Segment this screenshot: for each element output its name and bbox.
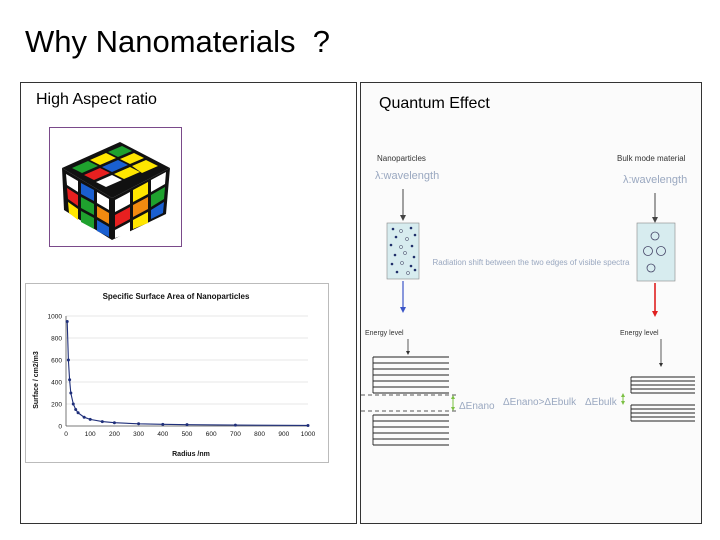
- delta-e-nano-label: ΔEnano: [459, 401, 495, 412]
- aspect-ratio-heading: High Aspect ratio: [36, 91, 157, 108]
- nanoparticle-dot: [409, 264, 413, 268]
- nano-incoming-arrowhead: [400, 215, 406, 221]
- chart-data-point: [65, 320, 69, 323]
- chart-data-point: [112, 421, 116, 425]
- quantum-effect-heading: Quantum Effect: [379, 95, 490, 112]
- nanoparticle-dot: [399, 229, 403, 233]
- slide-title: Why Nanomaterials ?: [25, 24, 330, 59]
- bulk-particle: [643, 246, 653, 256]
- chart-x-tick-label: 500: [182, 431, 193, 438]
- nanoparticle-dot: [409, 226, 413, 230]
- nano-outgoing-arrowhead: [400, 307, 406, 313]
- nanoparticle-container: [386, 222, 420, 280]
- chart-x-tick-label: 100: [85, 431, 96, 438]
- nanoparticle-dot: [389, 243, 393, 247]
- chart-data-point: [306, 423, 310, 427]
- chart-data-point: [233, 423, 237, 427]
- surface-area-chart: Specific Surface Area of Nanoparticles R…: [25, 283, 329, 463]
- delta-e-comparison-label: ΔEnano>ΔEbulk: [503, 397, 577, 408]
- bulk-particle: [646, 263, 656, 273]
- bulk-wavelength-label: λ:wavelength: [623, 174, 687, 186]
- chart-data-point: [68, 378, 72, 382]
- chart-title: Specific Surface Area of Nanoparticles: [103, 292, 250, 301]
- chart-x-tick-label: 800: [254, 431, 265, 438]
- bulk-energy-bands: [630, 376, 695, 422]
- rubiks-cube-icon: [62, 142, 170, 240]
- chart-x-tick-label: 1000: [301, 431, 316, 438]
- quantum-effect-panel: Quantum Effect Nanoparticles Bulk mode m…: [360, 82, 702, 524]
- chart-data-point: [185, 423, 189, 427]
- chart-x-tick-label: 0: [64, 431, 68, 438]
- nanoparticle-dot: [413, 233, 417, 237]
- chart-y-tick-label: 400: [51, 380, 62, 387]
- chart-y-tick-label: 600: [51, 358, 62, 365]
- nanoparticle-dot: [390, 262, 394, 266]
- chart-data-point: [88, 417, 92, 421]
- bulk-gap-arrowhead-up: [621, 393, 625, 397]
- nanoparticles-label: Nanoparticles: [377, 154, 426, 163]
- chart-series-line: [66, 321, 309, 426]
- chart-data-point: [71, 402, 75, 406]
- nanoparticle-dot: [412, 255, 416, 259]
- chart-x-tick-label: 200: [109, 431, 120, 438]
- bulk-material-container: [636, 222, 676, 282]
- nanoparticle-dot: [405, 237, 409, 241]
- bulk-outgoing-arrowhead: [652, 311, 658, 317]
- nano-energy-arrowhead: [406, 351, 410, 355]
- nanoparticle-dot: [394, 235, 398, 239]
- nano-gap-arrowhead-up: [451, 395, 455, 399]
- bulk-particle: [656, 246, 666, 256]
- chart-data-point: [76, 411, 80, 415]
- chart-x-tick-label: 300: [133, 431, 144, 438]
- chart-x-tick-label: 600: [206, 431, 217, 438]
- delta-e-bulk-label: ΔEbulk: [585, 397, 618, 408]
- aspect-ratio-panel: High Aspect ratio: [20, 82, 357, 524]
- chart-data-point: [161, 422, 165, 426]
- chart-x-tick-label: 900: [278, 431, 289, 438]
- chart-y-tick-label: 200: [51, 402, 62, 409]
- chart-y-tick-label: 1000: [48, 314, 63, 321]
- chart-data-point: [100, 420, 104, 424]
- chart-data-point: [74, 408, 78, 411]
- nano-energy-bands: [372, 356, 449, 446]
- chart-data-point: [82, 415, 86, 419]
- nanoparticle-dot: [410, 244, 414, 248]
- chart-x-tick-label: 400: [157, 431, 168, 438]
- chart-data-point: [66, 358, 70, 362]
- radiation-shift-label: Radiation shift between the two edges of…: [432, 258, 630, 267]
- nano-gap-arrowhead-down: [451, 407, 455, 411]
- rubiks-cube-image: [49, 127, 182, 247]
- bulk-energy-arrowhead: [659, 363, 663, 367]
- bulk-energy-level-label: Energy level: [620, 330, 659, 337]
- nano-wavelength-label: λ:wavelength: [375, 170, 439, 182]
- nanoparticle-dot: [406, 271, 410, 275]
- chart-data-point: [69, 391, 73, 395]
- quantum-effect-diagram: Nanoparticles Bulk mode material λ:wavel…: [361, 154, 695, 446]
- nano-energy-level-label: Energy level: [365, 330, 404, 337]
- nanoparticle-dot: [393, 253, 397, 257]
- nanoparticle-dot: [413, 268, 417, 272]
- chart-y-tick-label: 0: [58, 424, 62, 431]
- chart-y-axis-label: Surface / cm2/m3: [33, 351, 40, 409]
- chart-x-axis-label: Radius /nm: [172, 451, 210, 458]
- nanoparticle-dot: [403, 251, 407, 255]
- nanoparticle-dot: [395, 270, 399, 274]
- chart-data-point: [137, 422, 141, 426]
- nanoparticle-dot: [391, 227, 395, 231]
- bulk-incoming-arrowhead: [652, 217, 658, 223]
- chart-y-tick-label: 800: [51, 336, 62, 343]
- surface-area-chart-svg: Specific Surface Area of Nanoparticles R…: [33, 292, 316, 458]
- bulk-gap-arrowhead-down: [621, 401, 625, 405]
- nanoparticle-dot: [399, 245, 403, 249]
- bulk-particle: [650, 231, 660, 241]
- bulk-material-label: Bulk mode material: [617, 154, 686, 163]
- chart-x-tick-label: 700: [230, 431, 241, 438]
- nanoparticle-dots: [389, 226, 417, 275]
- nanoparticle-dot: [400, 261, 404, 265]
